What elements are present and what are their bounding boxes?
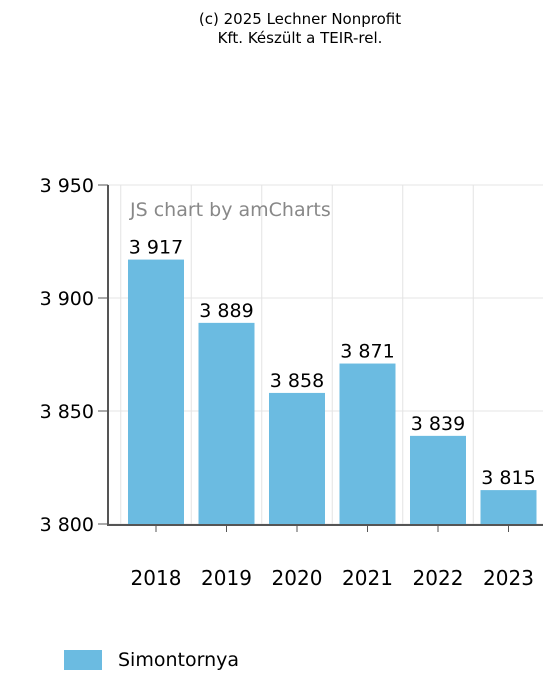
x-tick-label-2022: 2022	[413, 566, 464, 590]
legend-label-simontornya: Simontornya	[118, 649, 239, 671]
bar-2019	[198, 322, 255, 524]
x-tick-label-2018: 2018	[131, 566, 182, 590]
y-tick-label: 3 950	[40, 175, 94, 197]
data-label-2020: 3 858	[270, 370, 324, 392]
data-label-2021: 3 871	[340, 341, 394, 363]
credit-line-1: (c) 2025 Lechner Nonprofit	[198, 10, 402, 28]
bar-2021	[339, 363, 396, 524]
bar-2022	[410, 435, 466, 524]
y-tick-label: 3 900	[40, 288, 94, 310]
x-tick-label-2021: 2021	[342, 566, 393, 590]
data-label-2022: 3 839	[411, 413, 465, 435]
data-label-2023: 3 815	[481, 467, 535, 489]
x-tick-label-2019: 2019	[201, 566, 252, 590]
bar-2018	[128, 259, 184, 524]
data-label-2018: 3 917	[129, 237, 183, 259]
credit-line-2: Kft. Készült a TEIR-rel.	[217, 29, 383, 47]
legend-swatch	[64, 650, 102, 670]
credit-text: (c) 2025 Lechner Nonprofit Kft. Készült …	[150, 10, 450, 48]
bar-2023	[480, 490, 537, 524]
amcharts-watermark: JS chart by amCharts	[129, 199, 331, 221]
y-tick-label: 3 850	[40, 401, 94, 423]
y-tick-label: 3 800	[40, 514, 94, 536]
bar-2020	[269, 392, 325, 524]
data-label-2019: 3 889	[199, 300, 253, 322]
legend[interactable]: Simontornya	[64, 648, 239, 672]
x-tick-label-2020: 2020	[272, 566, 323, 590]
x-tick-label-2023: 2023	[483, 566, 534, 590]
